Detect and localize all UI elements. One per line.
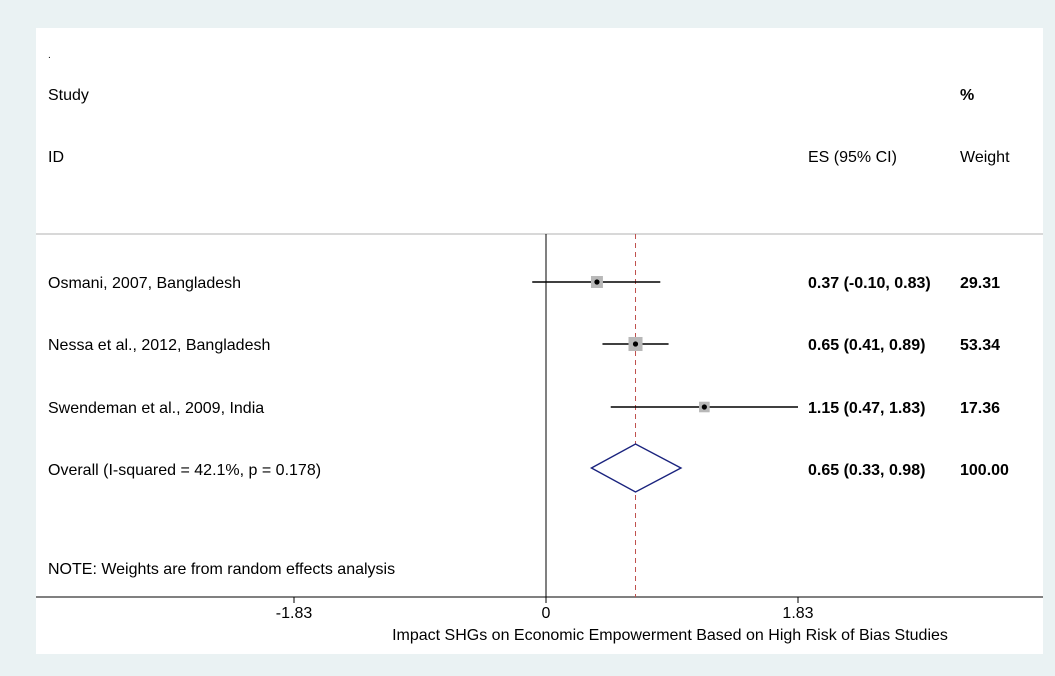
- overall-label: Overall (I-squared = 42.1%, p = 0.178): [48, 462, 321, 479]
- header-es: ES (95% CI): [808, 149, 897, 166]
- study-label: Osmani, 2007, Bangladesh: [48, 275, 241, 292]
- note-text: NOTE: Weights are from random effects an…: [48, 561, 395, 578]
- study-row-3: Swendeman et al., 2009, India 1.15 (0.47…: [48, 400, 1000, 417]
- x-ticks: -1.83 0 1.83: [276, 597, 814, 622]
- study-label: Swendeman et al., 2009, India: [48, 400, 264, 417]
- x-tick-label: 1.83: [782, 605, 813, 622]
- es-ci-text: 0.65 (0.41, 0.89): [808, 337, 925, 354]
- x-tick-label: 0: [542, 605, 551, 622]
- overall-row: Overall (I-squared = 42.1%, p = 0.178) 0…: [48, 443, 1009, 493]
- x-tick-label: -1.83: [276, 605, 313, 622]
- es-ci-text: 1.15 (0.47, 1.83): [808, 400, 925, 417]
- point-estimate: [594, 279, 600, 285]
- header-id: ID: [48, 149, 64, 166]
- header-dot: .: [48, 50, 51, 61]
- header-weight: Weight: [960, 149, 1010, 166]
- weight-text: 17.36: [960, 400, 1000, 417]
- header-study: Study: [48, 87, 89, 104]
- study-row-1: Osmani, 2007, Bangladesh 0.37 (-0.10, 0.…: [48, 275, 1000, 292]
- overall-es-ci-text: 0.65 (0.33, 0.98): [808, 462, 925, 479]
- header-pct: %: [960, 87, 974, 104]
- overall-diamond: [589, 443, 683, 493]
- es-ci-text: 0.37 (-0.10, 0.83): [808, 275, 931, 292]
- study-row-2: Nessa et al., 2012, Bangladesh 0.65 (0.4…: [48, 336, 1000, 354]
- weight-text: 53.34: [960, 337, 1000, 354]
- plot-panel: [36, 28, 1043, 654]
- point-estimate: [632, 341, 639, 347]
- weight-text: 29.31: [960, 275, 1000, 292]
- x-axis-label: Impact SHGs on Economic Empowerment Base…: [392, 627, 948, 644]
- overall-weight-text: 100.00: [960, 462, 1009, 479]
- point-estimate: [701, 404, 707, 410]
- study-label: Nessa et al., 2012, Bangladesh: [48, 337, 270, 354]
